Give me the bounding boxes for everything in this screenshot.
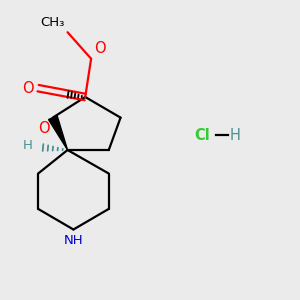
Text: H: H [230,128,240,143]
Text: H: H [22,139,32,152]
Polygon shape [49,116,68,150]
Text: CH₃: CH₃ [40,16,64,29]
Text: O: O [38,121,50,136]
Text: O: O [94,41,106,56]
Text: Cl: Cl [194,128,210,143]
Text: O: O [22,81,34,96]
Text: NH: NH [64,234,83,247]
